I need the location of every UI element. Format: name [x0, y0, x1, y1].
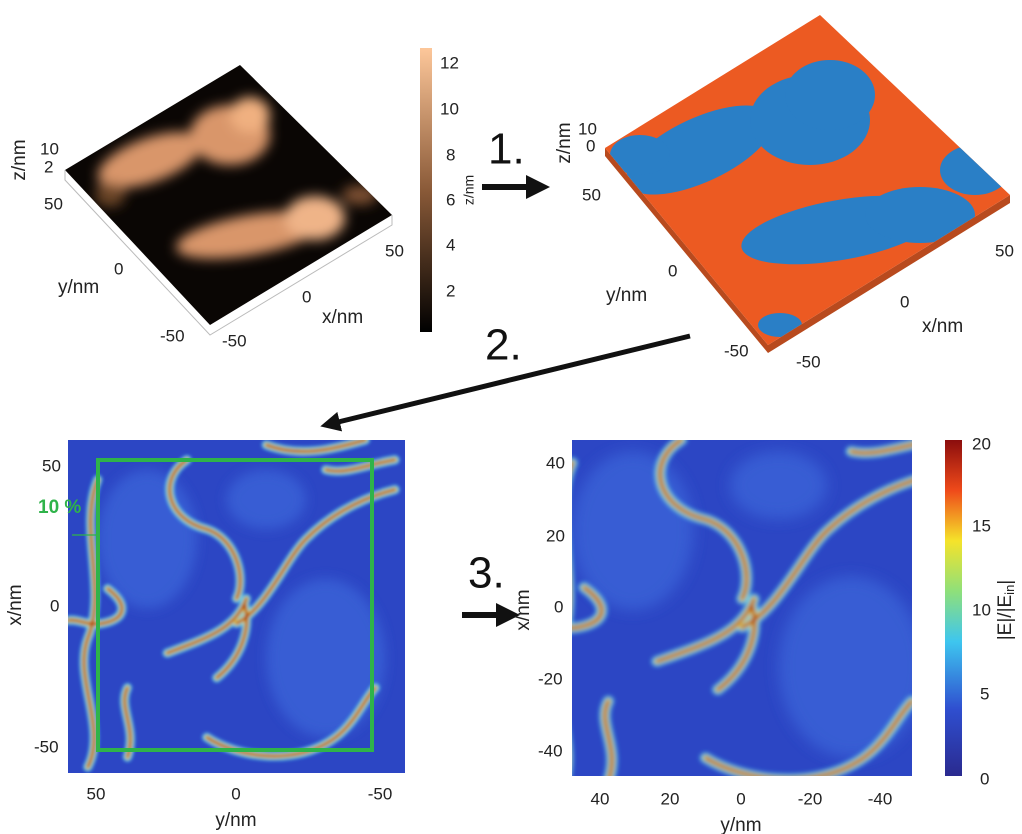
z-label: z/nm	[9, 139, 30, 180]
margin-label: 10 %	[38, 497, 81, 518]
colorbar-tick: 10	[972, 600, 991, 619]
colorbar-tick: 2	[446, 281, 455, 300]
x-tick: -20	[538, 669, 563, 688]
y-label: y/nm	[720, 815, 761, 834]
colorbar-label: |E|/|Ein|	[995, 580, 1017, 641]
x-tick: 50	[42, 456, 61, 475]
y-tick: 0	[231, 784, 240, 803]
colorbar-tick: 0	[980, 769, 989, 788]
field-map	[536, 417, 949, 798]
y-tick: -50	[160, 326, 185, 345]
colorbar-label-main: |E|/|E	[995, 595, 1016, 640]
afm-panel: z/nm 10 2 50 0 -50 y/nm 50 0 -50 x/nm 12…	[9, 48, 477, 350]
field-crop-panel: 40 20 0 -20 -40 x/nm 40 20 0 -20 -40 y/n…	[513, 417, 1017, 834]
y-tick: 20	[661, 789, 680, 808]
colorbar-label-sub: in	[1002, 585, 1017, 595]
step-label: 1.	[488, 125, 525, 174]
x-tick: -40	[538, 741, 563, 760]
z-tick: 10	[40, 139, 59, 158]
x-tick: 0	[554, 597, 563, 616]
x-tick: 50	[385, 241, 404, 260]
colorbar-tick: 20	[972, 434, 991, 453]
y-label: y/nm	[215, 810, 256, 831]
step-label: 2.	[485, 321, 522, 370]
field-full-panel: 10 % 50 0 -50 x/nm 50 0 -50 y/nm	[5, 440, 405, 831]
y-label: y/nm	[58, 277, 99, 298]
y-tick: -20	[798, 789, 823, 808]
x-label: x/nm	[322, 307, 363, 328]
afm-colorbar	[420, 48, 432, 332]
colorbar-tick: 6	[446, 190, 455, 209]
y-tick: -50	[724, 341, 749, 360]
x-label: x/nm	[5, 584, 26, 625]
y-tick: 0	[114, 259, 123, 278]
x-tick: 0	[50, 596, 59, 615]
colorbar-tick: 12	[440, 53, 459, 72]
x-tick: -50	[796, 352, 821, 371]
x-tick: 50	[995, 241, 1014, 260]
z-tick: 0	[586, 136, 595, 155]
y-tick: -40	[868, 789, 893, 808]
x-tick: -50	[34, 737, 59, 756]
y-tick: 50	[44, 194, 63, 213]
y-tick: -50	[368, 784, 393, 803]
y-tick: 0	[736, 789, 745, 808]
colorbar-tick: 5	[980, 684, 989, 703]
colorbar-label-end: |	[995, 580, 1016, 585]
y-tick: 0	[668, 261, 677, 280]
colorbar-tick: 15	[972, 516, 991, 535]
y-tick: 50	[582, 185, 601, 204]
z-tick: 2	[44, 157, 53, 176]
binary-panel: z/nm 10 0 50 0 -50 y/nm 50 0 -50 x/nm	[554, 15, 1014, 371]
x-label: x/nm	[922, 316, 963, 337]
field-map	[68, 440, 405, 773]
x-tick: -50	[222, 331, 247, 350]
x-label: x/nm	[513, 589, 534, 630]
y-tick: 40	[591, 789, 610, 808]
y-tick: 50	[87, 784, 106, 803]
colorbar-tick: 10	[440, 99, 459, 118]
colorbar-tick: 4	[446, 235, 455, 254]
field-colorbar	[945, 440, 962, 776]
colorbar-tick: 8	[446, 145, 455, 164]
z-label: z/nm	[554, 122, 575, 163]
x-tick: 20	[546, 526, 565, 545]
colorbar-label: z/nm	[461, 175, 477, 205]
x-tick: 0	[900, 292, 909, 311]
x-tick: 40	[546, 453, 565, 472]
y-label: y/nm	[606, 285, 647, 306]
x-tick: 0	[302, 287, 311, 306]
figure: z/nm 10 2 50 0 -50 y/nm 50 0 -50 x/nm 12…	[0, 0, 1022, 834]
step-label: 3.	[468, 549, 505, 598]
